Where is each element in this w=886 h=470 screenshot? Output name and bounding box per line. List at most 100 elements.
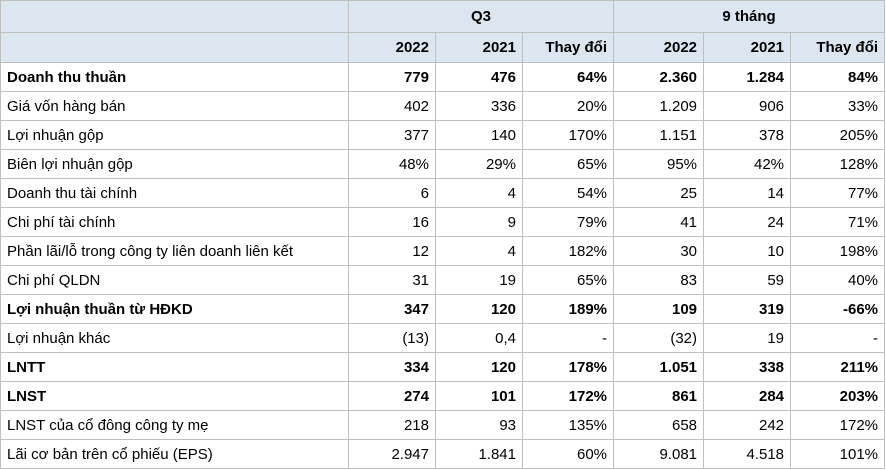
value-cell: 218 (348, 410, 436, 440)
table-row: Lãi cơ bản trên cổ phiếu (EPS) 2.947 1.841… (0, 439, 886, 469)
corner-cell (0, 32, 349, 63)
value-cell: - (790, 323, 886, 353)
value-cell: -66% (790, 294, 886, 324)
value-cell: 25 (613, 178, 705, 208)
value-cell: 19 (703, 323, 792, 353)
value-cell: 20% (521, 91, 615, 121)
value-cell: 906 (703, 91, 792, 121)
value-cell: 120 (435, 352, 523, 382)
column-header: 2022 (348, 32, 436, 63)
value-cell: 4 (435, 178, 523, 208)
table-row: Doanh thu tài chính 6 4 54% 25 14 77% (0, 178, 886, 208)
column-header: 2021 (435, 32, 523, 63)
row-label: Chi phí QLDN (0, 265, 349, 295)
value-cell: 10 (703, 236, 792, 266)
row-label: Lãi cơ bản trên cổ phiếu (EPS) (0, 439, 349, 469)
column-header: Thay đổi (790, 32, 886, 63)
value-cell: 211% (790, 352, 886, 382)
value-cell: 40% (790, 265, 886, 295)
table-row: Chi phí tài chính 16 9 79% 41 24 71% (0, 207, 886, 237)
value-cell: 189% (521, 294, 615, 324)
value-cell: 1.209 (613, 91, 705, 121)
row-label: Lợi nhuận khác (0, 323, 349, 353)
value-cell: 378 (703, 120, 792, 150)
table-body: Doanh thu thuần 779 476 64% 2.360 1.284 84% Giá… (0, 62, 886, 469)
table-row: Biên lợi nhuận gộp 48% 29% 65% 95% 42% 128% (0, 149, 886, 179)
value-cell: 242 (703, 410, 792, 440)
value-cell: (13) (348, 323, 436, 353)
value-cell: 205% (790, 120, 886, 150)
row-label: Lợi nhuận gộp (0, 120, 349, 150)
value-cell: 84% (790, 62, 886, 92)
row-label: LNST của cổ đông công ty mẹ (0, 410, 349, 440)
value-cell: 14 (703, 178, 792, 208)
value-cell: 128% (790, 149, 886, 179)
value-cell: 101% (790, 439, 886, 469)
row-label: Doanh thu tài chính (0, 178, 349, 208)
column-header: 2022 (613, 32, 705, 63)
value-cell: 658 (613, 410, 705, 440)
value-cell: 779 (348, 62, 436, 92)
value-cell: 65% (521, 265, 615, 295)
value-cell: 71% (790, 207, 886, 237)
value-cell: 338 (703, 352, 792, 382)
value-cell: 1.151 (613, 120, 705, 150)
value-cell: 861 (613, 381, 705, 411)
table-row: Chi phí QLDN 31 19 65% 83 59 40% (0, 265, 886, 295)
value-cell: 59 (703, 265, 792, 295)
value-cell: 24 (703, 207, 792, 237)
value-cell: 170% (521, 120, 615, 150)
row-label: Doanh thu thuần (0, 62, 349, 92)
value-cell: 135% (521, 410, 615, 440)
value-cell: 1.841 (435, 439, 523, 469)
value-cell: 319 (703, 294, 792, 324)
row-label: LNTT (0, 352, 349, 382)
value-cell: 77% (790, 178, 886, 208)
column-header-row: 2022 2021 Thay đổi 2022 2021 Thay đổi (0, 32, 886, 63)
value-cell: 16 (348, 207, 436, 237)
table-row: Phần lãi/lỗ trong công ty liên doanh liê… (0, 236, 886, 266)
value-cell: 336 (435, 91, 523, 121)
value-cell: 54% (521, 178, 615, 208)
value-cell: 284 (703, 381, 792, 411)
value-cell: 93 (435, 410, 523, 440)
table-row: LNST của cổ đông công ty mẹ 218 93 135% 658 2… (0, 410, 886, 440)
group-header: 9 tháng (613, 0, 886, 33)
value-cell: 31 (348, 265, 436, 295)
value-cell: 9.081 (613, 439, 705, 469)
value-cell: 334 (348, 352, 436, 382)
table-row: LNTT 334 120 178% 1.051 338 211% (0, 352, 886, 382)
value-cell: 140 (435, 120, 523, 150)
corner-cell (0, 0, 349, 33)
value-cell: 64% (521, 62, 615, 92)
row-label: Chi phí tài chính (0, 207, 349, 237)
value-cell: 1.284 (703, 62, 792, 92)
value-cell: 9 (435, 207, 523, 237)
value-cell: 42% (703, 149, 792, 179)
value-cell: 182% (521, 236, 615, 266)
value-cell: 0,4 (435, 323, 523, 353)
value-cell: 19 (435, 265, 523, 295)
value-cell: 1.051 (613, 352, 705, 382)
value-cell: 83 (613, 265, 705, 295)
value-cell: 79% (521, 207, 615, 237)
value-cell: - (521, 323, 615, 353)
value-cell: 109 (613, 294, 705, 324)
value-cell: 178% (521, 352, 615, 382)
column-header: Thay đổi (521, 32, 615, 63)
table-header: Q3 9 tháng 2022 2021 Thay đổi 2022 2021 Thay … (0, 0, 886, 63)
table-row: Lợi nhuận khác (13) 0,4- (32) 19- (0, 323, 886, 353)
value-cell: 41 (613, 207, 705, 237)
row-label: Phần lãi/lỗ trong công ty liên doanh liê… (0, 236, 349, 266)
table-row: Lợi nhuận gộp 377 140 170% 1.151 378 205% (0, 120, 886, 150)
value-cell: 33% (790, 91, 886, 121)
value-cell: 377 (348, 120, 436, 150)
table-row: Doanh thu thuần 779 476 64% 2.360 1.284 84% (0, 62, 886, 92)
value-cell: 2.360 (613, 62, 705, 92)
group-header-row: Q3 9 tháng (0, 0, 886, 33)
value-cell: 476 (435, 62, 523, 92)
value-cell: 6 (348, 178, 436, 208)
row-label: Lợi nhuận thuần từ HĐKD (0, 294, 349, 324)
